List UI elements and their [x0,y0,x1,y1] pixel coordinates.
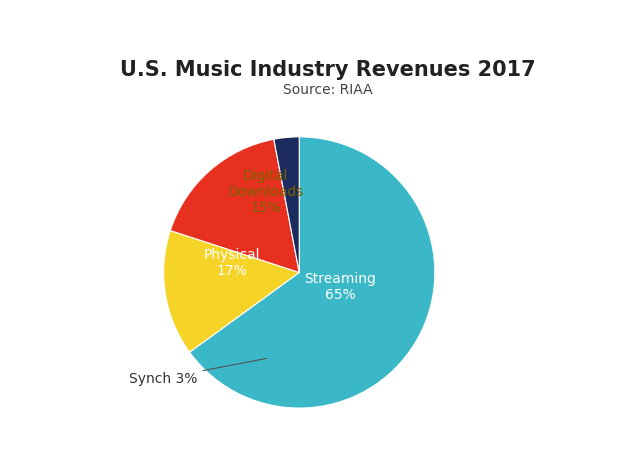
Text: Physical
17%: Physical 17% [203,247,260,277]
Wedge shape [164,231,299,352]
Text: Figure 2: Figure 2 [26,20,110,38]
Text: U.S. Music Industry Revenues 2017: U.S. Music Industry Revenues 2017 [120,60,536,80]
Text: Digital
Downloads
15%: Digital Downloads 15% [227,169,304,215]
Wedge shape [274,138,299,273]
Text: Streaming
65%: Streaming 65% [304,272,376,301]
Text: Synch 3%: Synch 3% [129,359,266,385]
Text: Source: RIAA: Source: RIAA [283,83,372,97]
Wedge shape [190,138,435,408]
Wedge shape [170,140,299,273]
